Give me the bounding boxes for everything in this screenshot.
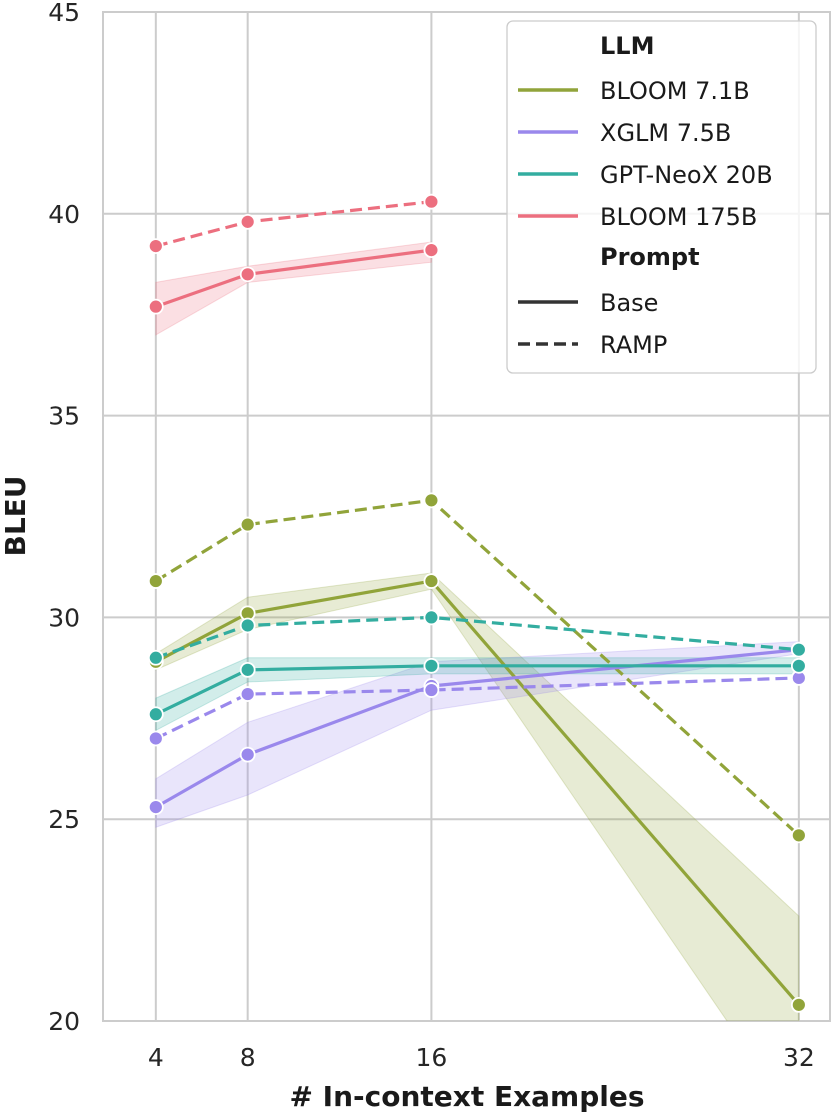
y-tick-label-45: 45 <box>48 0 80 27</box>
data-point-bloom-7-1b-ramp-32 <box>790 827 807 844</box>
plot-frame <box>102 11 831 1022</box>
data-point-bloom-175b-base-8 <box>239 266 256 283</box>
legend-label-ramp: RAMP <box>600 331 667 359</box>
data-point-bloom-7-1b-base-32 <box>790 996 807 1013</box>
data-point-xglm-7-5b-ramp-16 <box>423 682 440 698</box>
data-point-xglm-7-5b-base-4 <box>147 799 164 815</box>
data-point-gpt-neox-20b-base-8 <box>239 661 256 678</box>
legend-label-gpt-neox-20b: GPT-NeoX 20B <box>600 161 773 189</box>
data-point-bloom-175b-ramp-16 <box>423 193 440 210</box>
x-axis-label: # In-context Examples <box>289 1080 644 1113</box>
data-point-xglm-7-5b-ramp-8 <box>239 686 256 702</box>
series-line-bloom-175b-ramp <box>155 200 432 248</box>
series-line-gpt-neox-20b-base <box>155 664 799 716</box>
data-point-bloom-7-1b-ramp-8 <box>239 516 256 533</box>
data-point-gpt-neox-20b-base-32 <box>790 657 807 674</box>
data-point-gpt-neox-20b-ramp-8 <box>239 617 256 634</box>
data-point-bloom-175b-base-16 <box>423 242 440 259</box>
confidence-bands <box>155 241 800 1021</box>
data-point-bloom-175b-base-4 <box>147 298 164 315</box>
legend-llm-items: BLOOM 7.1B XGLM 7.5B GPT-NeoX 20B BLOOM 175… <box>518 77 773 231</box>
data-point-gpt-neox-20b-base-16 <box>423 657 440 674</box>
legend-label-bloom-7-1b: BLOOM 7.1B <box>600 77 750 105</box>
x-tick-label-32: 32 <box>783 1043 815 1072</box>
series-line-xglm-7-5b-base <box>155 648 800 809</box>
series-line-gpt-neox-20b-ramp <box>155 615 799 660</box>
data-point-xglm-7-5b-ramp-4 <box>147 730 164 747</box>
data-point-bloom-7-1b-base-16 <box>423 573 440 589</box>
y-axis-label: BLEU <box>0 475 32 556</box>
legend-label-xglm-7-5b: XGLM 7.5B <box>600 119 731 147</box>
data-point-gpt-neox-20b-ramp-32 <box>790 641 807 658</box>
ci-band-bloom-175b-base <box>155 241 432 336</box>
data-point-gpt-neox-20b-ramp-4 <box>147 649 164 666</box>
data-point-gpt-neox-20b-ramp-16 <box>423 609 440 626</box>
y-tick-label-25: 25 <box>48 805 80 834</box>
x-tick-label-8: 8 <box>240 1043 256 1072</box>
ci-band-bloom-7-1b-base <box>155 572 800 1021</box>
legend-box <box>506 20 817 374</box>
data-point-bloom-175b-ramp-8 <box>239 213 256 230</box>
x-tick-label-4: 4 <box>148 1043 164 1072</box>
series-line-xglm-7-5b-ramp <box>155 676 799 740</box>
tick-labels: 4 8 16 32 20 25 30 35 40 45 <box>48 0 815 1072</box>
x-tick-label-16: 16 <box>415 1043 447 1072</box>
legend-prompt-heading: Prompt <box>600 243 700 271</box>
y-tick-label-35: 35 <box>48 402 80 431</box>
y-tick-label-30: 30 <box>48 603 80 632</box>
data-point-bloom-7-1b-ramp-16 <box>423 492 440 509</box>
data-point-bloom-7-1b-ramp-4 <box>147 573 164 589</box>
legend-prompt-items: Base RAMP <box>518 289 667 359</box>
legend-llm-heading: LLM <box>600 32 654 60</box>
series-points <box>147 193 807 1013</box>
series-line-bloom-7-1b-base <box>155 579 801 1006</box>
data-point-gpt-neox-20b-base-4 <box>147 706 164 723</box>
data-point-bloom-175b-ramp-4 <box>147 238 164 254</box>
legend-label-bloom-175b: BLOOM 175B <box>600 203 757 231</box>
y-tick-label-20: 20 <box>48 1007 80 1036</box>
data-point-xglm-7-5b-base-8 <box>239 746 256 763</box>
legend-label-base: Base <box>600 289 658 317</box>
y-tick-label-40: 40 <box>48 200 80 229</box>
